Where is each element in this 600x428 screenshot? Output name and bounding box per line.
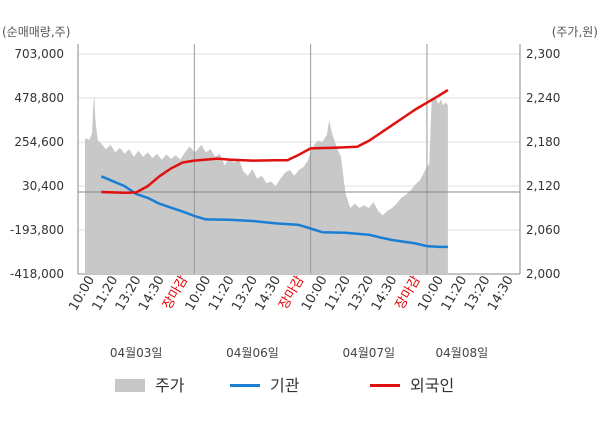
- right-tick-label: 2,120: [526, 179, 560, 193]
- date-label: 04월06일: [226, 346, 279, 360]
- legend-label: 기관: [270, 376, 300, 395]
- date-label: 04월03일: [110, 346, 163, 360]
- institution-line: [100, 175, 448, 249]
- net-buying-lines: [100, 88, 449, 249]
- left-tick-label: -193,800: [10, 223, 64, 237]
- left-tick-label: 30,400: [22, 179, 64, 193]
- right-tick-label: 2,240: [526, 91, 560, 105]
- date-label: 04월08일: [436, 346, 489, 360]
- date-label: 04월07일: [342, 346, 395, 360]
- right-axis-label: (주가,원): [552, 25, 598, 39]
- price-area-layer: [85, 95, 448, 274]
- y-ticks: 703,000 478,800 254,600 30,400 -193,800 -418,…: [10, 47, 560, 281]
- legend: 주가 기관 외국인: [115, 376, 454, 395]
- x-ticks: 10:0011:2013:2014:30장마감10:0011:2013:2014…: [66, 273, 516, 313]
- day-boundaries: [78, 44, 520, 274]
- left-axis-label: (순매매량,주): [2, 25, 70, 39]
- date-labels: 04월03일 04월06일 04월07일 04월08일: [110, 346, 488, 360]
- left-tick-label: 703,000: [14, 47, 64, 61]
- right-tick-label: 2,180: [526, 135, 560, 149]
- right-tick-label: 2,300: [526, 47, 560, 61]
- legend-label: 주가: [155, 376, 185, 395]
- left-tick-label: 478,800: [14, 91, 64, 105]
- price-area: [85, 95, 448, 274]
- left-tick-label: -418,000: [10, 267, 64, 281]
- right-tick-label: 2,060: [526, 223, 560, 237]
- foreign-line: [101, 88, 449, 195]
- right-tick-label: 2,000: [526, 267, 560, 281]
- legend-swatch-price: [115, 379, 145, 392]
- legend-label: 외국인: [410, 376, 454, 395]
- left-tick-label: 254,600: [14, 135, 64, 149]
